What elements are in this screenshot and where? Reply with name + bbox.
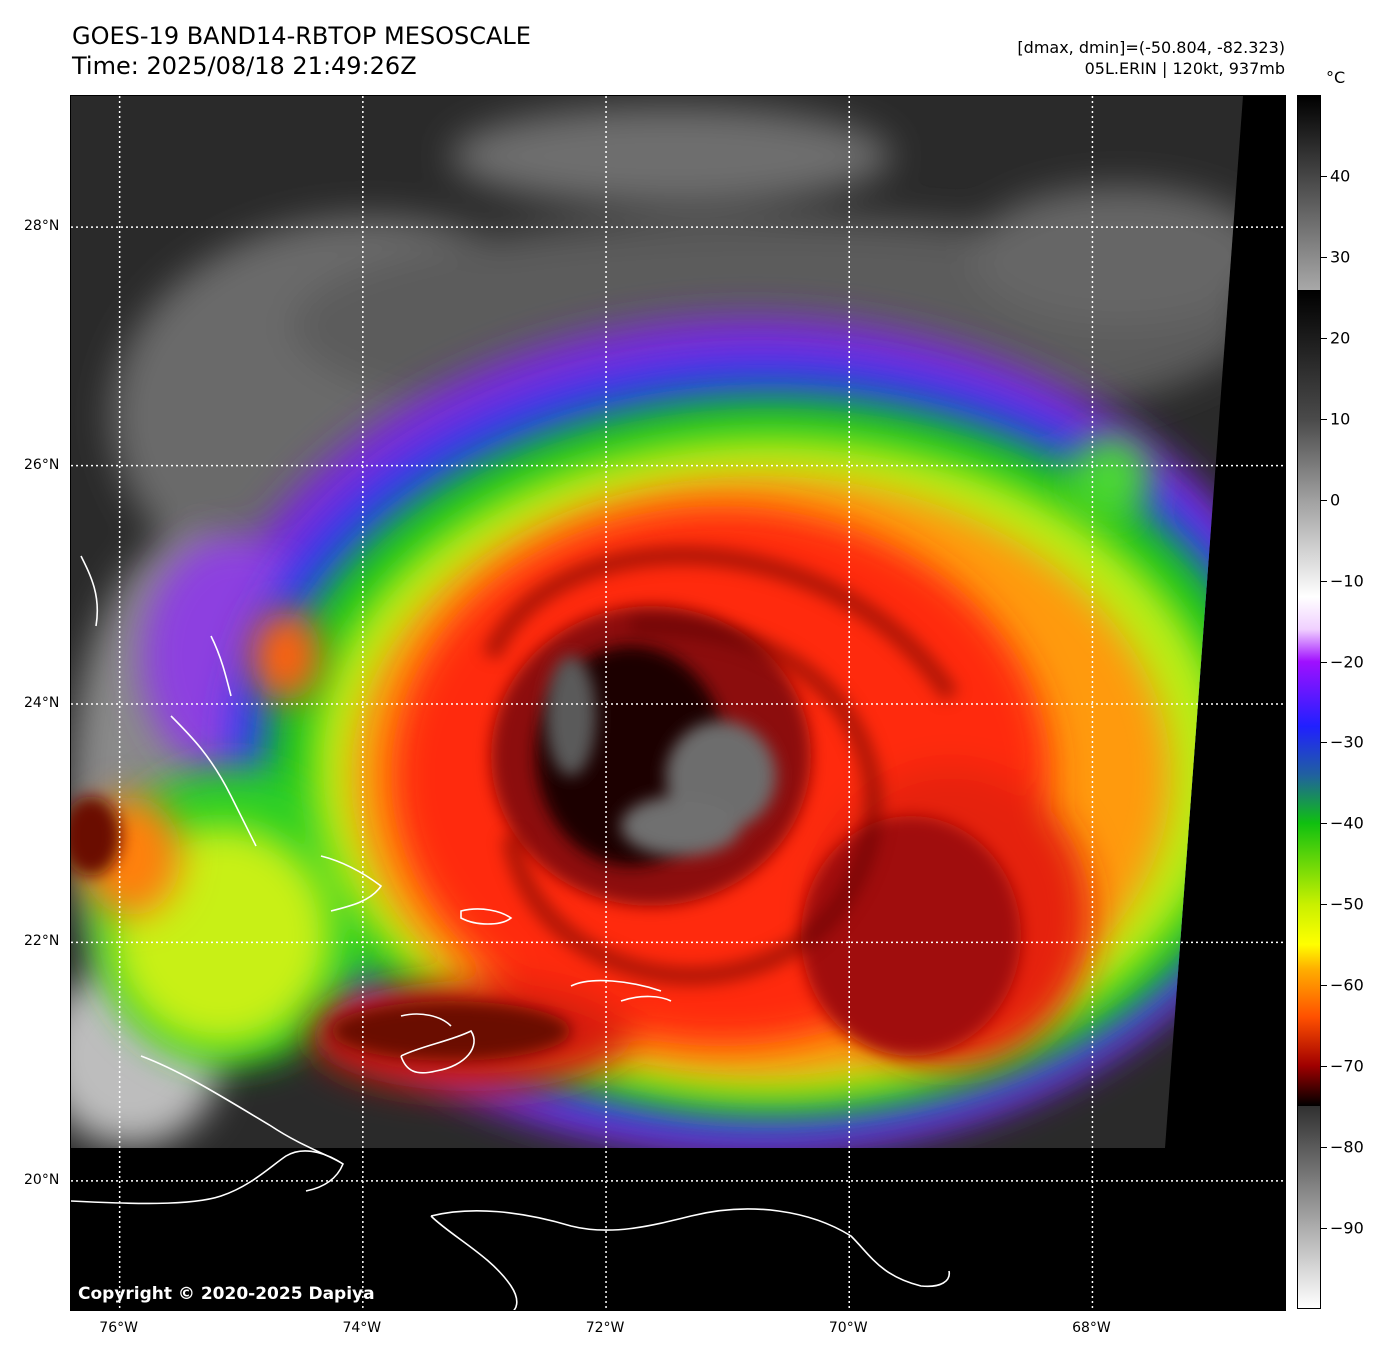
longitude-label: 68°W (1072, 1320, 1111, 1336)
colorbar-tick-label: −70 (1330, 1056, 1364, 1076)
colorbar-tick-mark (1321, 337, 1327, 339)
latitude-label: 20°N (24, 1171, 60, 1188)
colorbar-tick-mark (1321, 1228, 1327, 1230)
colorbar-tick-mark (1321, 904, 1327, 906)
temperature-range-label: [dmax, dmin]=(-50.804, -82.323) (1017, 38, 1285, 57)
coastline-bahamas-3 (80, 555, 232, 697)
eye-grey-cloud (546, 656, 776, 856)
colorbar-tick-mark (1321, 499, 1327, 501)
longitude-label: 74°W (342, 1320, 382, 1336)
colorbar-tick-label: −10 (1330, 571, 1364, 591)
coastline-caicos (570, 979, 672, 1002)
colorbar-tick-mark (1321, 175, 1327, 177)
colorbar-tick-mark (1321, 742, 1327, 744)
figure-time: Time: 2025/08/18 21:49:26Z (72, 52, 417, 80)
colorbar-tick-label: −90 (1330, 1218, 1364, 1238)
latitude-label: 28°N (24, 218, 60, 235)
coastline-great-inagua (400, 1013, 452, 1027)
colorbar-tick-label: 10 (1330, 409, 1351, 429)
colorbar-tick-label: 30 (1330, 247, 1351, 267)
colorbar-tick-label: 0 (1330, 490, 1341, 510)
satellite-map (70, 95, 1286, 1311)
colorbar-tick-label: 40 (1330, 166, 1351, 186)
colorbar-tick-label: −60 (1330, 975, 1364, 995)
colorbar-tick-mark (1321, 1147, 1327, 1149)
colorbar-tick-label: −30 (1330, 732, 1364, 752)
colorbar-tick-mark (1321, 580, 1327, 582)
coastline-haiti (430, 1215, 518, 1310)
latitude-label: 24°N (24, 695, 60, 711)
infrared-imagery (71, 96, 1243, 1148)
coastline-hispaniola (430, 1208, 950, 1288)
colorbar-tick-mark (1321, 1066, 1327, 1068)
colorbar-tick-mark (1321, 256, 1327, 258)
colorbar-unit: °C (1326, 68, 1346, 87)
colorbar-tick-mark (1321, 418, 1327, 420)
latitude-label: 22°N (24, 933, 60, 950)
copyright-notice: Copyright © 2020-2025 Dapiya (78, 1284, 375, 1304)
storm-info-label: 05L.ERIN | 120kt, 937mb (1084, 59, 1285, 78)
colorbar-tick-label: −20 (1330, 652, 1364, 672)
coastline-bahamas-1 (320, 855, 383, 912)
colorbar-tick-mark (1321, 985, 1327, 987)
coastline-bahamas-2 (170, 715, 257, 847)
colorbar-tick-label: −40 (1330, 813, 1364, 833)
coastline-cuba-east (140, 1055, 344, 1165)
colorbar-tick-label: 20 (1330, 328, 1351, 348)
colorbar-tick-mark (1321, 661, 1327, 663)
temperature-colorbar (1297, 95, 1321, 1309)
colorbar-tick-mark (1321, 823, 1327, 825)
figure-title: GOES-19 BAND14-RBTOP MESOSCALE (72, 22, 531, 50)
coastlines (71, 555, 950, 1310)
longitude-label: 70°W (828, 1320, 868, 1336)
longitude-label: 76°W (99, 1320, 138, 1336)
coastline-cuba (71, 1150, 344, 1205)
colorbar-tick-label: −80 (1330, 1137, 1364, 1157)
spiral-bands (482, 546, 959, 985)
coastline-mayaguana (460, 908, 513, 925)
latitude-label: 26°N (24, 456, 60, 473)
coastline-inagua (400, 1029, 475, 1074)
colorbar-tick-label: −50 (1330, 894, 1364, 914)
longitude-label: 72°W (585, 1320, 625, 1336)
satellite-image-svg (71, 96, 1285, 1310)
